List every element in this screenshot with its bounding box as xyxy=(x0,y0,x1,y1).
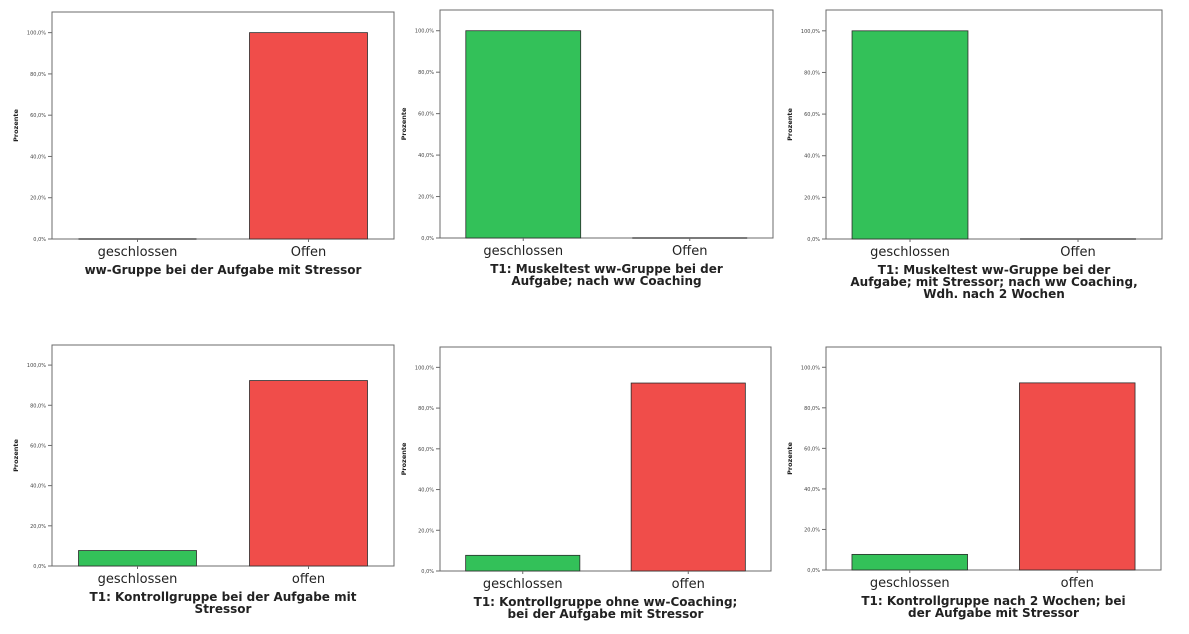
y-tick-label: 20,0% xyxy=(30,196,46,202)
y-tick-label: 80,0% xyxy=(804,406,820,412)
category-label: offen xyxy=(1061,576,1094,591)
y-tick-label: 20,0% xyxy=(30,524,46,530)
y-tick-label: 20,0% xyxy=(418,195,434,201)
y-tick-label: 0,0% xyxy=(33,564,46,570)
chart-6: 0,0% 20,0% 40,0% 60,0% 80,0% 100,0% Prozente ge… xyxy=(786,346,1162,620)
category-label: geschlossen xyxy=(98,245,178,260)
chart-title-line: T1: Kontrollgruppe nach 2 Wochen; bei xyxy=(861,594,1125,608)
chart-3: 0,0% 20,0% 40,0% 60,0% 80,0% 100,0% Prozente ge… xyxy=(786,9,1163,301)
chart-title-line: ww-Gruppe bei der Aufgabe mit Stressor xyxy=(85,263,362,277)
y-tick-label: 40,0% xyxy=(418,153,434,159)
y-tick-label: 0,0% xyxy=(33,237,46,243)
y-axis-label: Prozente xyxy=(12,439,20,472)
chart-title-line: Aufgabe; nach ww Coaching xyxy=(511,274,701,288)
y-tick-label: 60,0% xyxy=(804,446,820,452)
y-axis-label: Prozente xyxy=(400,107,408,140)
y-tick-label: 80,0% xyxy=(418,70,434,76)
y-tick-label: 80,0% xyxy=(30,72,46,78)
chart-title-line: Aufgabe; mit Stressor; nach ww Coaching, xyxy=(850,275,1137,289)
chart-title-line: T1: Kontrollgruppe ohne ww-Coaching; xyxy=(474,595,738,609)
y-tick-label: 20,0% xyxy=(804,195,820,201)
y-tick-label: 80,0% xyxy=(418,406,434,412)
chart-title-line: T1: Muskeltest ww-Gruppe bei der xyxy=(878,263,1111,277)
chart-title-line: der Aufgabe mit Stressor xyxy=(908,606,1079,620)
bar-geschlossen xyxy=(78,550,197,567)
bar-offen xyxy=(630,382,746,572)
bar-geschlossen xyxy=(851,30,969,240)
bar-geschlossen xyxy=(465,30,582,239)
y-tick-label: 60,0% xyxy=(418,447,434,453)
y-tick-label: 100,0% xyxy=(801,365,820,371)
category-label: Offen xyxy=(291,245,326,260)
bar-offen xyxy=(1019,382,1136,571)
y-axis-label: Prozente xyxy=(786,108,794,141)
category-label: offen xyxy=(292,572,325,587)
y-tick-label: 80,0% xyxy=(30,403,46,409)
y-tick-label: 40,0% xyxy=(418,488,434,494)
category-label: geschlossen xyxy=(870,245,950,260)
chart-title-line: Stressor xyxy=(195,602,252,616)
y-tick-label: 60,0% xyxy=(418,112,434,118)
y-tick-label: 60,0% xyxy=(30,443,46,449)
y-tick-label: 0,0% xyxy=(807,568,820,574)
y-tick-label: 80,0% xyxy=(804,70,820,76)
category-label: offen xyxy=(672,577,705,592)
y-tick-label: 100,0% xyxy=(801,29,820,35)
bar-geschlossen xyxy=(851,553,968,571)
bar-geschlossen xyxy=(465,554,581,572)
chart-title-line: T1: Kontrollgruppe bei der Aufgabe mit xyxy=(90,590,357,604)
chart-title-line: T1: Muskeltest ww-Gruppe bei der xyxy=(490,262,723,276)
bar-offen xyxy=(249,380,368,567)
y-tick-label: 40,0% xyxy=(804,154,820,160)
y-tick-label: 20,0% xyxy=(804,527,820,533)
chart-title-line: Wdh. nach 2 Wochen xyxy=(923,287,1065,301)
y-tick-label: 60,0% xyxy=(804,112,820,118)
category-label: Offen xyxy=(672,244,707,259)
y-tick-label: 100,0% xyxy=(415,29,434,35)
category-label: geschlossen xyxy=(870,576,950,591)
bar-offen xyxy=(249,32,368,240)
y-axis-label: Prozente xyxy=(400,442,408,475)
chart-5: 0,0% 20,0% 40,0% 60,0% 80,0% 100,0% Prozente ge… xyxy=(400,346,772,621)
y-axis-label: Prozente xyxy=(786,442,794,475)
y-tick-label: 40,0% xyxy=(30,154,46,160)
y-tick-label: 100,0% xyxy=(27,363,46,369)
category-label: geschlossen xyxy=(483,577,563,592)
chart-title-line: bei der Aufgabe mit Stressor xyxy=(508,607,704,621)
y-axis-label: Prozente xyxy=(12,109,20,142)
y-tick-label: 40,0% xyxy=(804,487,820,493)
y-tick-label: 20,0% xyxy=(418,528,434,534)
category-label: geschlossen xyxy=(483,244,563,259)
chart-4: 0,0% 20,0% 40,0% 60,0% 80,0% 100,0% Prozente ge… xyxy=(12,344,395,616)
y-tick-label: 60,0% xyxy=(30,113,46,119)
y-tick-label: 100,0% xyxy=(27,31,46,37)
y-tick-label: 0,0% xyxy=(421,569,434,575)
chart-1: 0,0% 20,0% 40,0% 60,0% 80,0% 100,0% Prozente ge… xyxy=(12,11,395,277)
y-tick-label: 100,0% xyxy=(415,365,434,371)
chart-2: 0,0% 20,0% 40,0% 60,0% 80,0% 100,0% Prozente ge… xyxy=(400,9,774,288)
y-tick-label: 0,0% xyxy=(421,236,434,242)
y-tick-label: 40,0% xyxy=(30,484,46,490)
y-tick-label: 0,0% xyxy=(807,237,820,243)
category-label: geschlossen xyxy=(98,572,178,587)
category-label: Offen xyxy=(1060,245,1095,260)
